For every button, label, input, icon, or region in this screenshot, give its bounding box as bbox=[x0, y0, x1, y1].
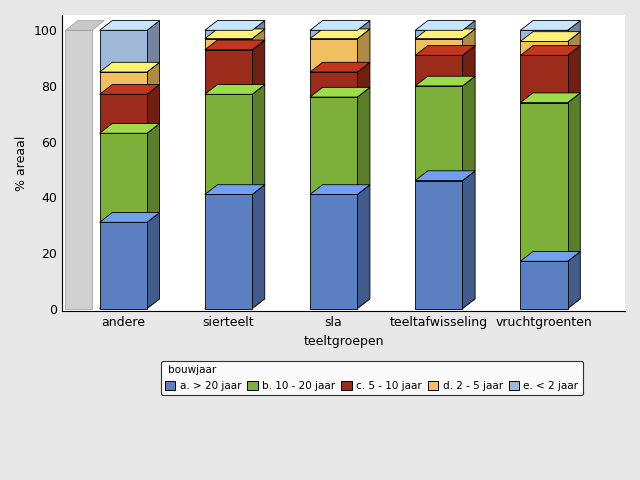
Bar bbox=[205, 39, 252, 50]
Polygon shape bbox=[357, 87, 370, 194]
Bar bbox=[520, 41, 568, 55]
Polygon shape bbox=[252, 29, 265, 50]
Polygon shape bbox=[568, 32, 580, 55]
Y-axis label: % areaal: % areaal bbox=[15, 135, 28, 191]
Bar bbox=[100, 72, 147, 94]
Polygon shape bbox=[520, 46, 580, 55]
Polygon shape bbox=[463, 29, 475, 55]
Bar bbox=[520, 261, 568, 309]
Polygon shape bbox=[463, 46, 475, 86]
Polygon shape bbox=[252, 185, 265, 309]
Polygon shape bbox=[252, 40, 265, 94]
Polygon shape bbox=[65, 21, 104, 30]
Polygon shape bbox=[100, 299, 159, 309]
Bar bbox=[205, 30, 252, 39]
Polygon shape bbox=[205, 29, 265, 39]
Polygon shape bbox=[310, 87, 370, 97]
Bar bbox=[65, 30, 92, 309]
Polygon shape bbox=[100, 21, 159, 30]
Polygon shape bbox=[357, 185, 370, 309]
Polygon shape bbox=[415, 21, 475, 30]
Polygon shape bbox=[568, 93, 580, 261]
Polygon shape bbox=[568, 21, 580, 41]
Polygon shape bbox=[100, 62, 159, 72]
Bar bbox=[310, 194, 357, 309]
Polygon shape bbox=[205, 185, 265, 194]
Polygon shape bbox=[520, 299, 580, 309]
Polygon shape bbox=[463, 171, 475, 309]
Polygon shape bbox=[100, 84, 159, 94]
Polygon shape bbox=[252, 21, 265, 39]
Polygon shape bbox=[415, 171, 475, 180]
Bar bbox=[100, 94, 147, 133]
Polygon shape bbox=[205, 84, 265, 94]
Bar bbox=[415, 30, 463, 39]
Polygon shape bbox=[415, 76, 475, 86]
Polygon shape bbox=[100, 213, 159, 222]
Bar bbox=[415, 86, 463, 180]
Bar bbox=[520, 30, 568, 41]
Polygon shape bbox=[147, 21, 159, 72]
Polygon shape bbox=[205, 21, 265, 30]
Bar bbox=[310, 39, 357, 72]
Polygon shape bbox=[463, 76, 475, 180]
Polygon shape bbox=[357, 62, 370, 97]
Bar bbox=[100, 133, 147, 222]
Polygon shape bbox=[310, 29, 370, 39]
Bar bbox=[415, 39, 463, 55]
Polygon shape bbox=[310, 62, 370, 72]
Bar bbox=[520, 55, 568, 103]
Polygon shape bbox=[520, 21, 580, 30]
X-axis label: teeltgroepen: teeltgroepen bbox=[303, 335, 384, 348]
Polygon shape bbox=[463, 21, 475, 39]
Bar bbox=[310, 97, 357, 194]
Polygon shape bbox=[147, 123, 159, 222]
Polygon shape bbox=[357, 29, 370, 72]
Polygon shape bbox=[147, 62, 159, 94]
Polygon shape bbox=[205, 299, 265, 309]
Polygon shape bbox=[147, 213, 159, 309]
Polygon shape bbox=[310, 185, 370, 194]
Polygon shape bbox=[520, 32, 580, 41]
Polygon shape bbox=[310, 21, 370, 30]
Bar bbox=[310, 72, 357, 97]
Polygon shape bbox=[568, 252, 580, 309]
Polygon shape bbox=[252, 84, 265, 194]
Polygon shape bbox=[310, 299, 370, 309]
Bar bbox=[100, 30, 147, 72]
Polygon shape bbox=[147, 84, 159, 133]
Bar bbox=[520, 103, 568, 261]
Polygon shape bbox=[357, 21, 370, 39]
Bar bbox=[100, 222, 147, 309]
Polygon shape bbox=[520, 252, 580, 261]
Bar bbox=[415, 55, 463, 86]
Bar bbox=[205, 94, 252, 194]
Polygon shape bbox=[520, 93, 580, 103]
Bar bbox=[415, 180, 463, 309]
Bar bbox=[205, 194, 252, 309]
Polygon shape bbox=[100, 123, 159, 133]
Polygon shape bbox=[568, 46, 580, 103]
Bar bbox=[310, 30, 357, 39]
Polygon shape bbox=[415, 299, 475, 309]
Polygon shape bbox=[415, 29, 475, 39]
Polygon shape bbox=[205, 40, 265, 50]
Legend: a. > 20 jaar, b. 10 - 20 jaar, c. 5 - 10 jaar, d. 2 - 5 jaar, e. < 2 jaar: a. > 20 jaar, b. 10 - 20 jaar, c. 5 - 10… bbox=[161, 361, 582, 395]
Bar bbox=[205, 50, 252, 94]
Polygon shape bbox=[415, 46, 475, 55]
